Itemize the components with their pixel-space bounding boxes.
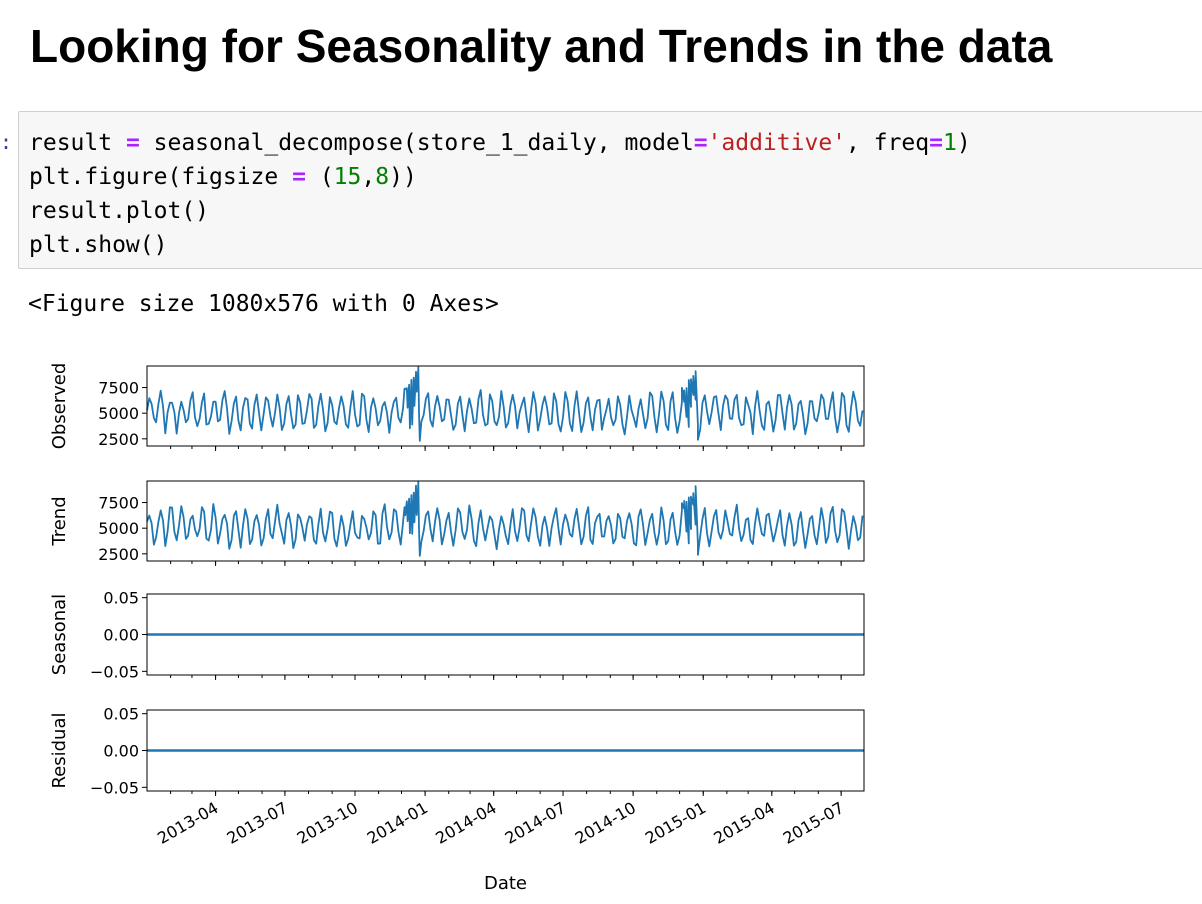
seasonal-ytick-label: 0.00 bbox=[103, 626, 139, 645]
xtick-label: 2014-04 bbox=[432, 798, 499, 848]
xtick-label: 2015-01 bbox=[642, 798, 709, 848]
observed-ytick-label: 5000 bbox=[98, 404, 139, 423]
seasonal-ytick-label: −0.05 bbox=[90, 662, 139, 681]
xtick-label: 2015-04 bbox=[710, 798, 777, 848]
xtick-label: 2014-01 bbox=[364, 798, 431, 848]
trend-series-line bbox=[146, 481, 864, 557]
xtick-label: 2014-07 bbox=[502, 798, 569, 848]
trend-ylabel: Trend bbox=[49, 496, 70, 546]
residual-ytick-label: −0.05 bbox=[90, 778, 139, 797]
code-editor[interactable]: result = seasonal_decompose(store_1_dail… bbox=[29, 126, 971, 262]
code-line-3: result.plot() bbox=[29, 198, 210, 224]
page-heading: Looking for Seasonality and Trends in th… bbox=[30, 20, 1053, 72]
residual-ytick-label: 0.00 bbox=[103, 742, 139, 761]
seasonal-ytick-label: 0.05 bbox=[103, 589, 139, 608]
observed-ytick-label: 2500 bbox=[98, 430, 139, 449]
xtick-label: 2013-04 bbox=[154, 798, 221, 848]
observed-axes-frame bbox=[146, 365, 865, 447]
cell-output-text: <Figure size 1080x576 with 0 Axes> bbox=[28, 291, 499, 317]
seasonal-ylabel: Seasonal bbox=[49, 594, 70, 675]
x-axis-label: Date bbox=[484, 873, 527, 894]
xtick-label: 2013-07 bbox=[224, 798, 291, 848]
xtick-label: 2014-10 bbox=[572, 798, 639, 848]
observed-ytick-label: 7500 bbox=[98, 379, 139, 398]
code-line-2: plt.figure(figsize = (15,8)) bbox=[29, 164, 417, 190]
residual-ylabel: Residual bbox=[49, 712, 70, 788]
cell-prompt: : bbox=[0, 130, 13, 154]
observed-ylabel: Observed bbox=[49, 363, 70, 450]
xtick-label: 2013-10 bbox=[294, 798, 361, 848]
residual-ytick-label: 0.05 bbox=[103, 705, 139, 724]
observed-series-line bbox=[146, 366, 864, 442]
xtick-label: 2015-07 bbox=[780, 798, 847, 848]
trend-ytick-label: 7500 bbox=[98, 494, 139, 513]
trend-ytick-label: 5000 bbox=[98, 519, 139, 538]
code-line-4: plt.show() bbox=[29, 232, 168, 258]
trend-axes-frame bbox=[146, 480, 865, 562]
code-line-1: result = seasonal_decompose(store_1_dail… bbox=[29, 130, 971, 156]
trend-ytick-label: 2500 bbox=[98, 545, 139, 564]
code-cell[interactable]: result = seasonal_decompose(store_1_dail… bbox=[18, 111, 1202, 269]
